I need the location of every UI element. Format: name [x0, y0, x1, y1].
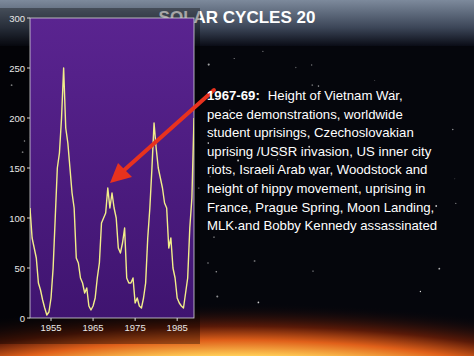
star — [454, 178, 456, 180]
star — [312, 271, 313, 272]
star — [374, 80, 375, 81]
annotation-line: uprising /USSR invasion, US inner city — [207, 144, 432, 159]
annotation-line: MLK and Bobby Kennedy assassinated — [207, 218, 437, 233]
y-tick-label: 50 — [14, 263, 25, 274]
annotation-text: Height of Vietnam War, — [268, 88, 403, 103]
annotation-line: 1967-69: Height of Vietnam War, — [207, 88, 403, 103]
plot-area — [30, 18, 194, 318]
sunspot-line — [30, 68, 194, 315]
star — [208, 64, 210, 66]
x-tick-label: 1955 — [40, 322, 61, 333]
y-tick-label: 150 — [9, 163, 25, 174]
plot-frame — [30, 18, 194, 318]
background — [0, 0, 474, 356]
star — [207, 262, 208, 263]
annotation-line: student uprisings, Czechoslovakian — [207, 125, 414, 140]
star — [455, 203, 456, 204]
y-tick-label: 100 — [9, 213, 25, 224]
chart-panel — [0, 8, 200, 344]
x-tick — [177, 318, 178, 321]
y-tick — [27, 118, 30, 119]
arrow-shaft — [122, 90, 214, 172]
x-tick-label: 1965 — [83, 322, 104, 333]
y-tick — [27, 168, 30, 169]
star — [234, 58, 235, 59]
x-tick-label: 1975 — [125, 322, 146, 333]
annotation-line: height of hippy movement, uprising in — [207, 181, 425, 196]
star — [311, 64, 313, 66]
annotation-line: France, Prague Spring, Moon Landing, — [207, 200, 434, 215]
star — [215, 271, 217, 273]
star — [213, 236, 214, 237]
y-tick — [27, 218, 30, 219]
star — [311, 84, 313, 86]
y-tick-label: 200 — [9, 113, 25, 124]
y-tick-label: 300 — [9, 13, 25, 24]
series-group — [30, 68, 194, 315]
star — [435, 205, 437, 207]
star — [254, 260, 256, 262]
y-tick — [27, 68, 30, 69]
annotation-line: peace demonstrations, worldwide — [207, 107, 403, 122]
star — [452, 129, 453, 130]
star — [420, 291, 421, 292]
star — [237, 159, 239, 161]
star — [216, 295, 218, 297]
star — [318, 85, 320, 87]
annotation-heading: 1967-69: — [207, 88, 260, 103]
y-tick-label: 250 — [9, 63, 25, 74]
annotation-line: riots, Israeli Arab war, Woodstock and — [207, 162, 427, 177]
star — [277, 159, 279, 161]
x-tick-label: 1985 — [167, 322, 188, 333]
y-tick — [27, 318, 30, 319]
y-tick — [27, 18, 30, 19]
star — [438, 268, 440, 270]
y-tick-label: 0 — [20, 313, 25, 324]
star — [295, 67, 296, 68]
slide: SOLAR CYCLES 200501001502002503001955196… — [0, 0, 474, 356]
star — [262, 51, 263, 52]
x-tick — [135, 318, 136, 321]
y-tick — [27, 268, 30, 269]
x-tick — [51, 318, 52, 321]
star — [258, 302, 260, 304]
arrow-head — [110, 163, 132, 183]
x-tick — [93, 318, 94, 321]
